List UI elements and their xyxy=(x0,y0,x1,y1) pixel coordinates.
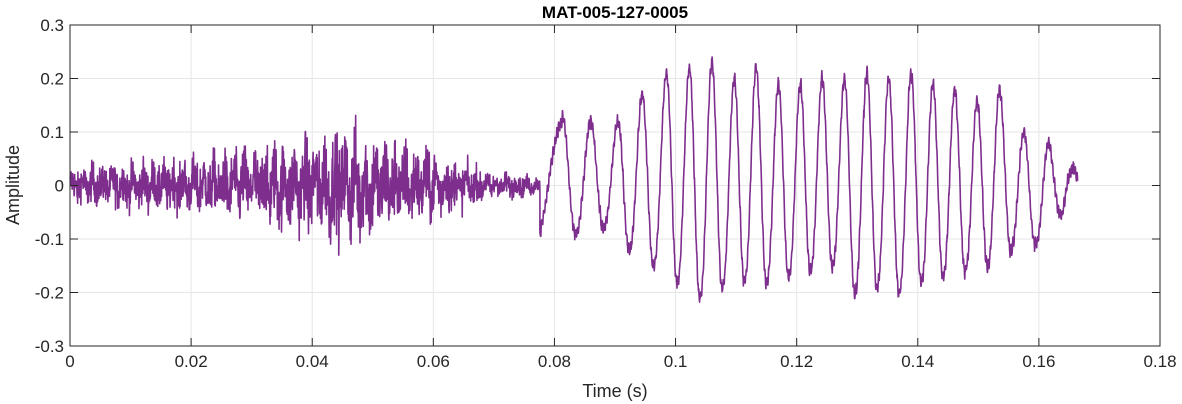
y-tick-label: 0.3 xyxy=(40,16,64,35)
x-tick-label: 0.04 xyxy=(296,352,329,371)
y-tick-label: -0.2 xyxy=(35,284,64,303)
x-tick-label: 0.02 xyxy=(175,352,208,371)
waveform-line xyxy=(69,56,1079,303)
data-series xyxy=(69,56,1079,303)
x-tick-label: 0.12 xyxy=(780,352,813,371)
y-tick-label: 0.2 xyxy=(40,70,64,89)
y-axis-label: Amplitude xyxy=(3,145,23,225)
y-tick-label: -0.1 xyxy=(35,230,64,249)
x-axis-label: Time (s) xyxy=(582,381,647,401)
x-tick-label: 0.06 xyxy=(417,352,450,371)
x-tick-label: 0.08 xyxy=(538,352,571,371)
axis-ticks: 0 0.02 0.04 0.06 0.08 0.1 0.12 0.14 0.16 0.18 -0.3… xyxy=(35,16,1177,371)
y-tick-label: 0 xyxy=(55,177,64,196)
x-tick-label: 0.18 xyxy=(1143,352,1176,371)
x-tick-label: 0.16 xyxy=(1022,352,1055,371)
x-tick-label: 0 xyxy=(65,352,74,371)
y-tick-label: -0.3 xyxy=(35,337,64,356)
x-tick-label: 0.14 xyxy=(901,352,934,371)
x-tick-label: 0.1 xyxy=(664,352,688,371)
y-tick-label: 0.1 xyxy=(40,123,64,142)
chart-title: MAT-005-127-0005 xyxy=(542,3,688,22)
